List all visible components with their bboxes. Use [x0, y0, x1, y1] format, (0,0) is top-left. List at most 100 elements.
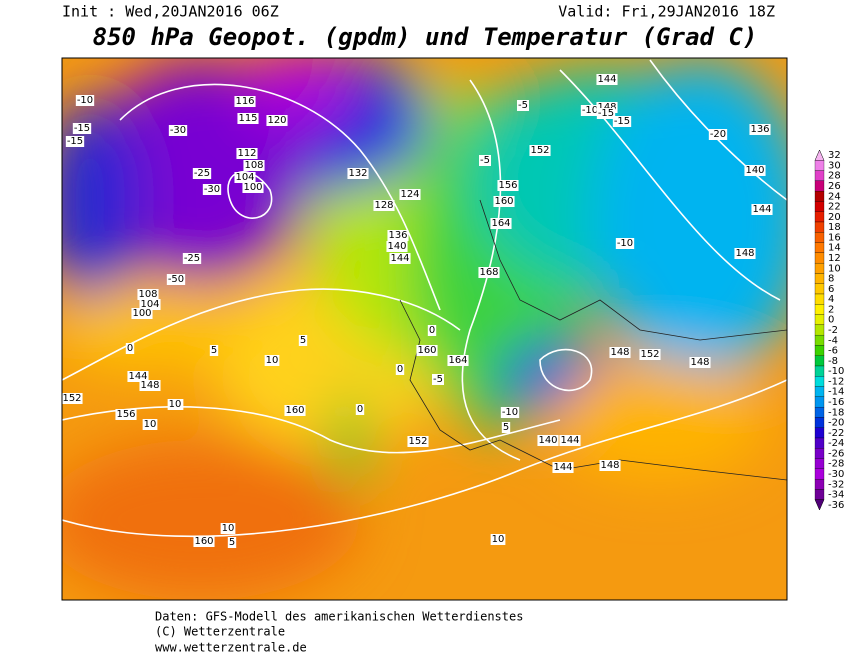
- contour-label-box: [416, 345, 438, 356]
- colorbar-label: -6: [828, 346, 838, 357]
- contour-label: 132: [348, 168, 367, 179]
- contour-label-box: [432, 374, 444, 385]
- contour-label-box: [125, 343, 135, 354]
- contour-label-box: [62, 393, 83, 404]
- contour-label-box: [559, 435, 581, 446]
- colorbar-label: 20: [828, 212, 841, 223]
- contour-label: 10: [222, 523, 235, 534]
- colorbar-cell: [814, 396, 825, 408]
- contour-label-box: [615, 238, 635, 249]
- colorbar-cell: [814, 283, 825, 295]
- contour-label-box: [237, 113, 259, 124]
- contour-label: 160: [417, 345, 436, 356]
- contour-label-box: [497, 180, 519, 191]
- colorbar-label: 28: [828, 171, 841, 182]
- contour-label: -5: [480, 155, 490, 166]
- colorbar-label: -8: [828, 356, 838, 367]
- footer-line: (C) Wetterzentrale: [155, 625, 285, 639]
- colorbar-cell: [814, 160, 825, 171]
- colorbar-cell: [814, 376, 825, 387]
- contour-label-box: [65, 136, 85, 147]
- contour-label-box: [227, 537, 237, 548]
- contour-label-box: [478, 267, 500, 278]
- colorbar-cell: [814, 448, 825, 459]
- contour-label-box: [596, 102, 618, 113]
- contour-label-box: [234, 172, 256, 183]
- contour-label: 5: [300, 335, 306, 346]
- contour-label-box: [389, 253, 411, 264]
- contour-label: 0: [357, 404, 363, 415]
- contour-label: 164: [448, 355, 467, 366]
- contour-label: 104: [140, 299, 159, 310]
- contour-label: 0: [397, 364, 403, 375]
- contour-label-box: [537, 435, 559, 446]
- contour-label: 120: [267, 115, 286, 126]
- contour-label: 116: [235, 96, 254, 107]
- contour-label-box: [749, 124, 771, 135]
- contour-label: 144: [597, 74, 616, 85]
- colorbar-label: -28: [828, 459, 844, 470]
- contour-label: 148: [600, 460, 619, 471]
- contour-label: -15: [67, 136, 83, 147]
- contour-label-box: [242, 182, 264, 193]
- colorbar-label: -20: [828, 418, 844, 429]
- contour-label-box: [490, 534, 506, 545]
- contour-label-box: [234, 96, 256, 107]
- contour-label-box: [552, 462, 574, 473]
- contour-label-box: [168, 125, 188, 136]
- contour-label: 0: [429, 325, 435, 336]
- colorbar-label: 14: [828, 243, 841, 254]
- colorbar-cell: [814, 334, 825, 346]
- colorbar-label: 32: [828, 150, 841, 161]
- contour-label-box: [284, 405, 306, 416]
- colorbar-cell: [814, 345, 825, 356]
- contour-label: 136: [750, 124, 769, 135]
- colorbar-cell: [814, 478, 825, 490]
- colorbar-label: -24: [828, 438, 844, 449]
- contour-label-box: [387, 230, 409, 241]
- contour-label-box: [166, 274, 186, 285]
- contour-label-box: [399, 189, 421, 200]
- contour-label: 5: [211, 345, 217, 356]
- contour-label-box: [266, 115, 288, 126]
- contour-label: -15: [598, 108, 614, 119]
- contour-label-box: [139, 299, 161, 310]
- colorbar-label: 24: [828, 191, 841, 202]
- contour-label-box: [386, 241, 408, 252]
- colorbar-label: -22: [828, 428, 844, 439]
- contour-label: 144: [390, 253, 409, 264]
- colorbar-cell: [814, 221, 825, 233]
- contour-label: -10: [77, 95, 93, 106]
- contour-label: 140: [387, 241, 406, 252]
- contour-label-box: [72, 123, 92, 134]
- contour-label: -25: [184, 253, 200, 264]
- colorbar-label: 30: [828, 160, 841, 171]
- contour-label-box: [167, 399, 183, 410]
- contour-label: 156: [116, 409, 135, 420]
- contour-label: -30: [204, 184, 220, 195]
- colorbar-label: 22: [828, 202, 841, 213]
- colorbar-label: 16: [828, 232, 841, 243]
- contour-label: -5: [433, 374, 443, 385]
- colorbar-cell: [814, 273, 825, 284]
- contour-label: 128: [374, 200, 393, 211]
- contour-label: 152: [408, 436, 427, 447]
- contour-label: 10: [169, 399, 182, 410]
- contour-label: 124: [400, 189, 419, 200]
- contour-label: 10: [266, 355, 279, 366]
- footer-line: www.wetterzentrale.de: [155, 641, 307, 655]
- contour-label: 0: [127, 343, 133, 354]
- colorbar-cell: [814, 499, 825, 511]
- colorbar-cell: [814, 262, 825, 274]
- contour-label: 144: [752, 204, 771, 215]
- contour-label: -10: [582, 105, 598, 116]
- contour-label-box: [490, 218, 512, 229]
- contour-label: 115: [238, 113, 257, 124]
- colorbar-label: -30: [828, 469, 844, 480]
- contour-label-box: [373, 200, 395, 211]
- contour-label-box: [751, 204, 773, 215]
- contour-label: 160: [194, 536, 213, 547]
- contour-label-box: [708, 129, 728, 140]
